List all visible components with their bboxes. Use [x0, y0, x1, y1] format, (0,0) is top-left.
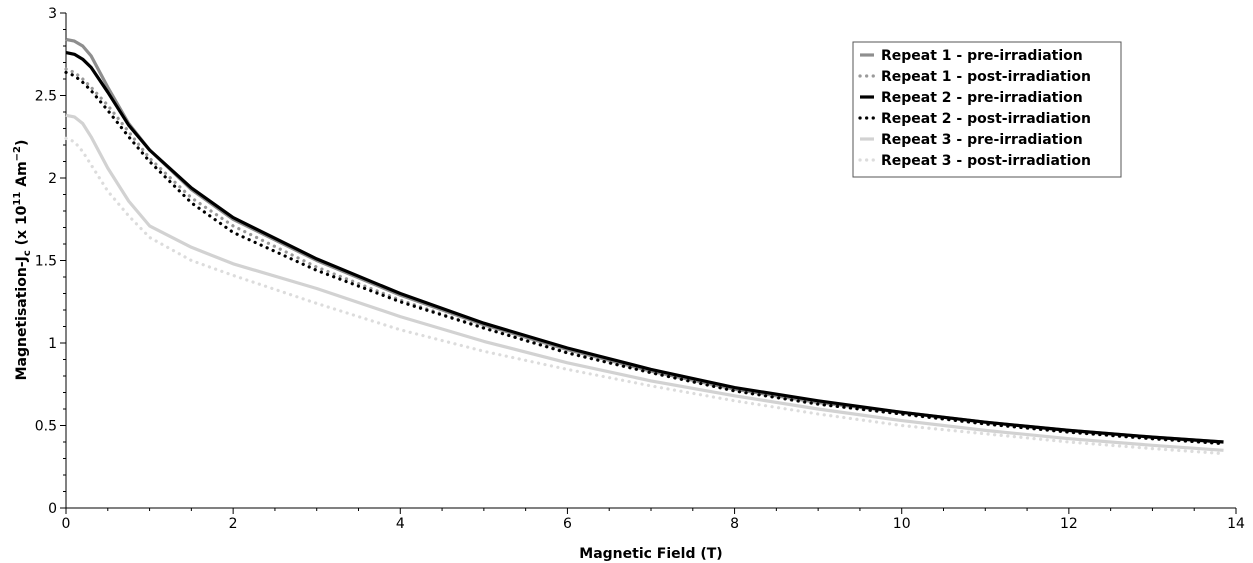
y-tick-label: 2.5 — [35, 89, 57, 105]
y-tick-label: 0 — [48, 501, 57, 517]
x-axis-title: Magnetic Field (T) — [579, 546, 722, 562]
legend-label-4: Repeat 2 - post-irradiation — [881, 111, 1091, 127]
x-tick-label: 10 — [893, 516, 911, 532]
y-tick-label: 2 — [48, 171, 57, 187]
series-line-4 — [64, 70, 1226, 446]
series-line-6 — [64, 136, 1226, 456]
legend: Repeat 1 - pre-irradiation Repeat 1 - pos… — [852, 41, 1122, 178]
x-tick-label: 14 — [1227, 516, 1245, 532]
axes: 0 2 4 6 8 10 12 14 0 0.5 1 1.5 2 2.5 3 — [35, 6, 1245, 532]
y-axis-title: Magnetisation-Jc (x 1011 Am−2) — [12, 140, 33, 381]
legend-label-5: Repeat 3 - pre-irradiation — [881, 132, 1083, 148]
y-tick-label: 1.5 — [35, 254, 57, 270]
series-line-2 — [64, 67, 1226, 446]
x-tick-label: 12 — [1060, 516, 1078, 532]
legend-label-3: Repeat 2 - pre-irradiation — [881, 90, 1083, 106]
series-line-5 — [65, 113, 1224, 452]
y-tick-label: 0.5 — [35, 419, 57, 435]
y-axis-title-unit-exponent: −2 — [12, 146, 23, 161]
series-line-3 — [65, 51, 1224, 444]
y-axis-title-unit: Am — [14, 161, 30, 191]
legend-label-6: Repeat 3 - post-irradiation — [881, 153, 1091, 169]
y-axis-title-exponent: 11 — [12, 192, 23, 206]
x-tick-label: 4 — [396, 516, 405, 532]
legend-label-1: Repeat 1 - pre-irradiation — [881, 48, 1083, 64]
legend-label-2: Repeat 1 - post-irradiation — [881, 69, 1091, 85]
y-axis-title-prefix: Magnetisation-J — [14, 256, 30, 380]
x-tick-label: 6 — [563, 516, 572, 532]
y-axis-title-mid: (x 10 — [14, 205, 30, 250]
y-axis-title-suffix: ) — [14, 140, 30, 146]
y-tick-label: 1 — [48, 336, 57, 352]
x-tick-label: 8 — [730, 516, 739, 532]
series-layer — [64, 37, 1226, 456]
y-tick-label: 3 — [48, 6, 57, 22]
x-tick-label: 2 — [229, 516, 238, 532]
y-axis-title-subscript: c — [22, 250, 33, 256]
legend-box — [852, 41, 1122, 178]
x-tick-label: 0 — [62, 516, 71, 532]
